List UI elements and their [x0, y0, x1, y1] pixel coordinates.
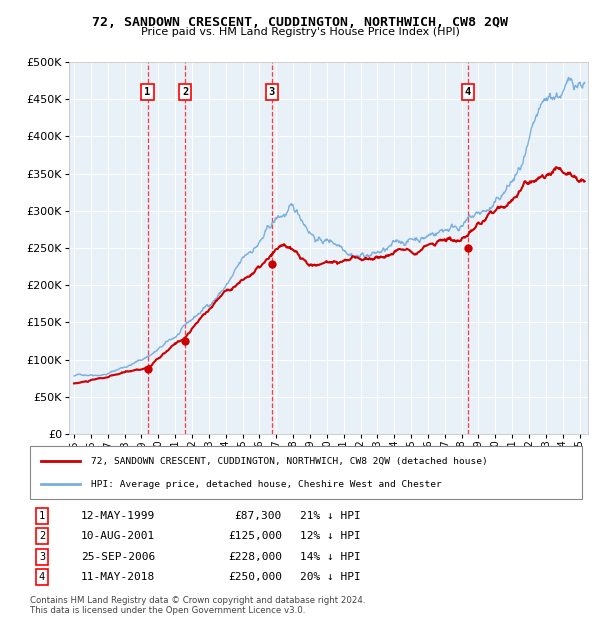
- Text: Contains HM Land Registry data © Crown copyright and database right 2024.
This d: Contains HM Land Registry data © Crown c…: [30, 596, 365, 615]
- Text: 14% ↓ HPI: 14% ↓ HPI: [300, 552, 361, 562]
- Text: 3: 3: [39, 552, 45, 562]
- Text: 20% ↓ HPI: 20% ↓ HPI: [300, 572, 361, 582]
- Text: £250,000: £250,000: [228, 572, 282, 582]
- Text: 4: 4: [39, 572, 45, 582]
- Text: £228,000: £228,000: [228, 552, 282, 562]
- Text: 72, SANDOWN CRESCENT, CUDDINGTON, NORTHWICH, CW8 2QW (detached house): 72, SANDOWN CRESCENT, CUDDINGTON, NORTHW…: [91, 457, 487, 466]
- Text: HPI: Average price, detached house, Cheshire West and Chester: HPI: Average price, detached house, Ches…: [91, 480, 442, 489]
- FancyBboxPatch shape: [30, 446, 582, 499]
- Text: 72, SANDOWN CRESCENT, CUDDINGTON, NORTHWICH, CW8 2QW: 72, SANDOWN CRESCENT, CUDDINGTON, NORTHW…: [92, 16, 508, 29]
- Text: 12% ↓ HPI: 12% ↓ HPI: [300, 531, 361, 541]
- Text: 4: 4: [464, 87, 471, 97]
- Text: £125,000: £125,000: [228, 531, 282, 541]
- Text: 11-MAY-2018: 11-MAY-2018: [81, 572, 155, 582]
- Text: 2: 2: [182, 87, 188, 97]
- Text: 3: 3: [269, 87, 275, 97]
- Text: Price paid vs. HM Land Registry's House Price Index (HPI): Price paid vs. HM Land Registry's House …: [140, 27, 460, 37]
- Text: 1: 1: [39, 511, 45, 521]
- Text: 25-SEP-2006: 25-SEP-2006: [81, 552, 155, 562]
- Text: 10-AUG-2001: 10-AUG-2001: [81, 531, 155, 541]
- Text: 2: 2: [39, 531, 45, 541]
- Text: 21% ↓ HPI: 21% ↓ HPI: [300, 511, 361, 521]
- Text: 1: 1: [145, 87, 151, 97]
- Text: £87,300: £87,300: [235, 511, 282, 521]
- Text: 12-MAY-1999: 12-MAY-1999: [81, 511, 155, 521]
